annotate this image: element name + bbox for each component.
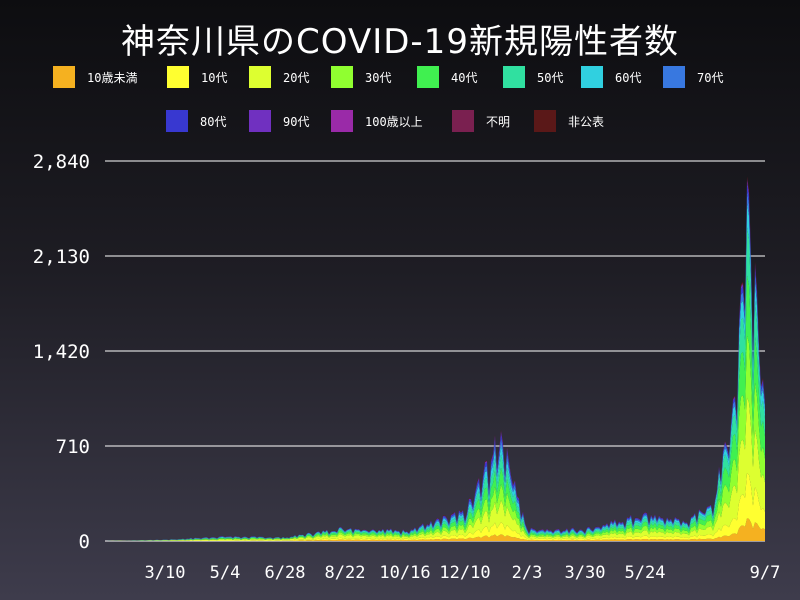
- legend-label: 不明: [486, 114, 511, 129]
- x-tick-label: 2/3: [512, 563, 543, 583]
- legend-label: 90代: [283, 114, 310, 129]
- legend-swatch: [249, 66, 271, 88]
- y-tick-label: 0: [79, 531, 90, 553]
- legend-label: 20代: [283, 70, 310, 85]
- legend-item: 80代: [166, 110, 226, 132]
- y-axis-ticks: 0 710 1,420 2,130 2,840: [33, 151, 90, 553]
- legend-swatch: [331, 110, 353, 132]
- series-area: [105, 183, 765, 541]
- legend-swatch: [417, 66, 439, 88]
- legend-swatch: [331, 66, 353, 88]
- legend-label: 50代: [537, 70, 564, 85]
- legend-swatch: [534, 110, 556, 132]
- legend-label: 100歳以上: [365, 114, 423, 129]
- legend-item: 60代: [581, 66, 641, 88]
- legend-label: 60代: [615, 70, 642, 85]
- x-tick-label: 9/7: [750, 563, 781, 583]
- legend-swatch: [166, 110, 188, 132]
- x-axis-ticks: 3/10 5/4 6/28 8/22 10/16 12/10 2/3 3/30 5/24 9/7: [145, 563, 781, 583]
- legend-item: 20代: [249, 66, 309, 88]
- series-area: [105, 227, 765, 541]
- x-tick-label: 5/24: [625, 563, 666, 583]
- y-tick-label: 1,420: [33, 341, 90, 363]
- series-area: [105, 397, 765, 541]
- legend-item: 10代: [167, 66, 227, 88]
- series-area: [105, 335, 765, 541]
- legend-item: 40代: [417, 66, 477, 88]
- legend-swatch: [581, 66, 603, 88]
- legend-swatch: [53, 66, 75, 88]
- legend-label: 80代: [200, 114, 227, 129]
- series-area: [105, 179, 765, 541]
- series-area: [105, 176, 765, 541]
- legend-item: 70代: [663, 66, 723, 88]
- y-tick-label: 2,130: [33, 246, 90, 268]
- y-tick-label: 2,840: [33, 151, 90, 173]
- legend-label: 40代: [451, 70, 478, 85]
- legend-label: 非公表: [568, 114, 605, 129]
- legend-label: 10代: [201, 70, 228, 85]
- legend-item: 30代: [331, 66, 391, 88]
- series-areas: [105, 176, 765, 541]
- y-tick-label: 710: [56, 436, 90, 458]
- legend-label: 10歳未満: [87, 70, 138, 85]
- x-tick-label: 12/10: [439, 563, 490, 583]
- x-tick-label: 6/28: [265, 563, 306, 583]
- legend-item: 90代: [249, 110, 309, 132]
- legend-swatch: [167, 66, 189, 88]
- legend-label: 70代: [697, 70, 724, 85]
- legend-label: 30代: [365, 70, 392, 85]
- series-area: [105, 275, 765, 541]
- legend-item: 10歳未満: [53, 66, 137, 88]
- x-tick-label: 10/16: [379, 563, 430, 583]
- x-tick-label: 5/4: [210, 563, 241, 583]
- legend-swatch: [452, 110, 474, 132]
- legend-item: 不明: [452, 110, 510, 132]
- legend-swatch: [249, 110, 271, 132]
- legend-item: 100歳以上: [331, 110, 423, 132]
- legend-item: 非公表: [534, 110, 604, 132]
- legend-swatch: [663, 66, 685, 88]
- x-tick-label: 3/30: [565, 563, 606, 583]
- legend-item: 50代: [503, 66, 563, 88]
- series-area: [105, 203, 765, 541]
- x-tick-label: 3/10: [145, 563, 186, 583]
- series-area: [105, 179, 765, 541]
- series-area: [105, 177, 765, 541]
- series-area: [105, 191, 765, 541]
- legend-swatch: [503, 66, 525, 88]
- x-tick-label: 8/22: [325, 563, 366, 583]
- gridlines: [105, 160, 765, 542]
- chart-legend: 10歳未満 10代 20代 30代 40代 50代 60代 70代 80代 90代 100歳以上 不明…: [0, 66, 800, 136]
- chart-title: 神奈川県のCOVID-19新規陽性者数: [121, 22, 679, 62]
